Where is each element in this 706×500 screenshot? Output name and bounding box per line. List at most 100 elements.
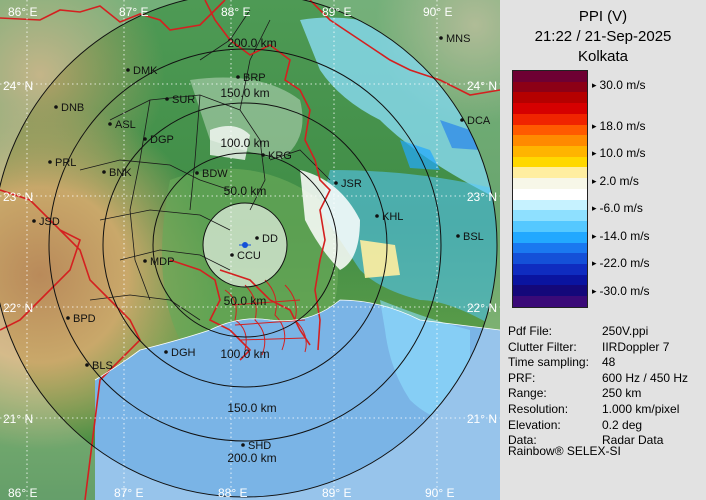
vendor-credit: Rainbow® SELEX-SI [508, 444, 621, 458]
lat-label-21-left: 21° N [3, 412, 33, 426]
lon-label-89-top: 89° E [322, 5, 351, 19]
metadata-key: PRF: [508, 370, 536, 385]
city-dot [143, 137, 147, 141]
city-label: DD [262, 233, 278, 245]
metadata-row: Clutter Filter: IIRDoppler 7 [508, 340, 669, 356]
metadata-row: PRF: 600 Hz / 450 Hz [508, 371, 688, 387]
legend-color-band [513, 135, 587, 147]
city-label: MDP [150, 256, 174, 268]
city-label: DCA [467, 115, 491, 127]
metadata-value: 48 [602, 355, 616, 370]
datetime-title: 21:22 / 21-Sep-2025 [534, 28, 672, 45]
lon-label-89-bottom: 89° E [322, 486, 351, 500]
city-dot [261, 153, 265, 157]
legend-color-band [513, 285, 587, 297]
range-rings [0, 0, 498, 498]
city-label: DNB [61, 102, 84, 114]
city-label: CCU [237, 250, 261, 262]
city-label: JSD [39, 216, 60, 228]
city-label: BPD [73, 313, 96, 325]
city-label: SHD [248, 440, 271, 452]
range-labels-north: 50.0 km 100.0 km 150.0 km 200.0 km [220, 36, 276, 198]
range-label-200-south: 200.0 km [227, 451, 276, 465]
range-label-200-north: 200.0 km [227, 36, 276, 50]
radar-map: 86° E 87° E 88° E 89° E 90° E 86° E 87° … [0, 0, 500, 500]
legend-label-2: 2.0 m/s [592, 174, 639, 189]
range-ring-100 [152, 152, 338, 338]
lon-label-87-bottom: 87° E [114, 486, 143, 500]
metadata-value: 1.000 km/pixel [602, 402, 680, 416]
info-panel: PPI (V) 21:22 / 21-Sep-2025 Kolkata 30.0… [500, 0, 706, 500]
legend-color-band [513, 81, 587, 93]
metadata-row: Range: 250 km [508, 386, 641, 402]
legend-color-band [513, 231, 587, 243]
metadata-value: 250V.ppi [602, 324, 649, 338]
metadata-value: 250 km [602, 386, 642, 401]
city-dot [456, 234, 460, 238]
city-dot [85, 363, 89, 367]
range-ring-200 [48, 48, 442, 442]
metadata-key: Pdf File: [508, 324, 553, 338]
range-label-100-south: 100.0 km [220, 347, 269, 361]
range-label-100-north: 100.0 km [220, 136, 269, 150]
lon-label-86-bottom: 86° E [8, 486, 37, 500]
metadata-key: Data: [508, 433, 537, 448]
legend-label-minus14: -14.0 m/s [592, 229, 650, 244]
range-label-50-south: 50.0 km [224, 294, 267, 308]
lon-label-86-top: 86° E [8, 5, 37, 19]
lat-label-21-right: 21° N [467, 412, 497, 426]
range-labels-south: 50.0 km 100.0 km 150.0 km 200.0 km [220, 294, 276, 465]
lat-label-24-left: 24° N [3, 79, 33, 93]
legend-color-band [513, 263, 587, 275]
city-label: BSL [463, 231, 484, 243]
sundarbans-rivers [224, 279, 307, 356]
range-label-150-north: 150.0 km [220, 86, 269, 100]
city-dot [241, 443, 245, 447]
radar-site [239, 242, 251, 248]
legend-label-minus22: -22.0 m/s [592, 256, 650, 271]
legend-color-band [513, 156, 587, 168]
lat-label-24-right: 24° N [467, 79, 497, 93]
city-dot [195, 171, 199, 175]
range-ring-50 [202, 202, 288, 288]
lon-label-90-top: 90° E [423, 5, 452, 19]
legend-color-band [513, 242, 587, 254]
city-label: DGP [150, 134, 174, 146]
city-label: ASL [115, 119, 136, 131]
city-label: SUR [172, 94, 195, 106]
city-dot [48, 160, 52, 164]
legend-color-band [513, 296, 587, 307]
city-dot [108, 122, 112, 126]
lon-label-88-top: 88° E [221, 5, 250, 19]
station-title: Kolkata [577, 48, 629, 65]
city-label: KRG [268, 150, 292, 162]
city-label: BLS [92, 360, 113, 372]
legend-label-18: 18.0 m/s [592, 119, 646, 134]
city-markers: MNS DMK BRP DNB SUR DCA ASL DGP KRG PRL BNK BDW JSR K… [32, 33, 491, 452]
city-label: KHL [382, 211, 403, 223]
legend-color-band [513, 221, 587, 232]
legend-color-band [513, 92, 587, 104]
lon-label-88-bottom: 88° E [218, 486, 247, 500]
legend-color-band [513, 253, 587, 264]
legend-label-minus6: -6.0 m/s [592, 201, 643, 216]
city-dot [32, 219, 36, 223]
city-dot [66, 316, 70, 320]
legend-color-band [513, 188, 587, 200]
metadata-value: Radar Data [602, 433, 664, 448]
metadata-row: Elevation: 0.2 deg [508, 418, 642, 434]
radar-map-canvas: 86° E 87° E 88° E 89° E 90° E 86° E 87° … [0, 0, 500, 500]
out-of-range-shade [0, 0, 500, 500]
metadata-value: IIRDoppler 7 [602, 339, 670, 354]
city-dot [230, 253, 234, 257]
legend-color-band [513, 167, 587, 179]
metadata-key: Clutter Filter: [508, 339, 577, 354]
metadata-row: Resolution: 1.000 km/pixel [508, 402, 679, 418]
range-ring-250 [0, 0, 498, 498]
metadata-key: Resolution: [508, 402, 569, 416]
metadata-row: Pdf File: 250V.ppi [508, 324, 648, 340]
city-dot [126, 68, 130, 72]
metadata-key: Elevation: [508, 417, 561, 432]
range-ring-150 [102, 102, 388, 388]
legend-color-band [513, 199, 587, 211]
